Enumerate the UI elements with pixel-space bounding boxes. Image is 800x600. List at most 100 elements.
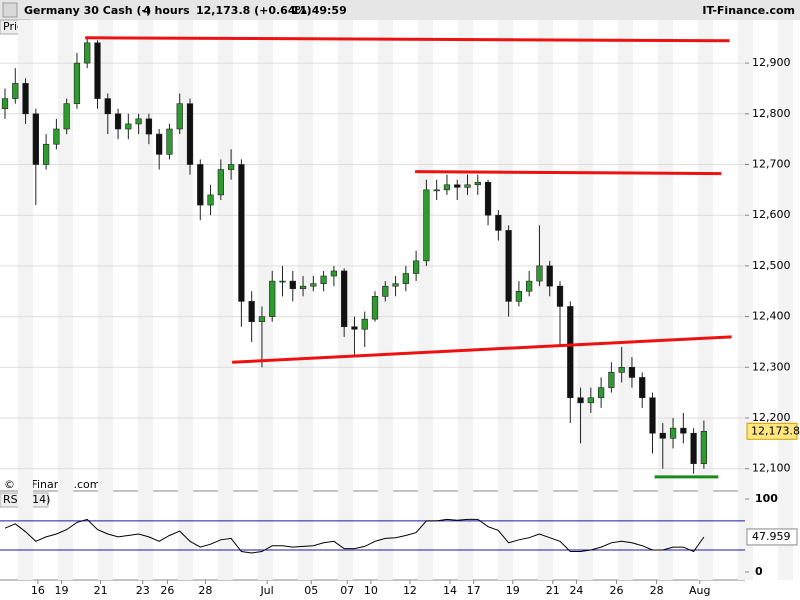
candle-body bbox=[299, 285, 307, 290]
candle-body bbox=[382, 285, 389, 297]
candle-body bbox=[577, 397, 584, 404]
candle-body bbox=[371, 296, 379, 320]
last-price-box bbox=[746, 422, 798, 440]
x-tick-label: 16 bbox=[31, 584, 45, 597]
candle-body bbox=[536, 265, 543, 282]
candle-body bbox=[608, 372, 615, 388]
day-stripe bbox=[738, 20, 753, 580]
y-tick-label: 12,200 bbox=[752, 411, 791, 424]
x-tick-label: Jul bbox=[259, 584, 273, 597]
candle-body bbox=[12, 83, 19, 99]
x-tick-label: 28 bbox=[650, 584, 664, 597]
candle-body bbox=[649, 397, 656, 434]
candle-body bbox=[495, 214, 502, 231]
candle-body bbox=[556, 285, 564, 307]
candle-body bbox=[125, 123, 132, 130]
candle-body bbox=[63, 103, 70, 130]
day-stripe bbox=[458, 20, 473, 580]
candle-body bbox=[310, 283, 317, 287]
candle-body bbox=[628, 367, 636, 378]
trend-line bbox=[232, 335, 732, 364]
x-tick-label: 10 bbox=[364, 584, 378, 597]
day-stripe bbox=[778, 20, 793, 580]
candle-body bbox=[669, 427, 677, 439]
x-tick-label: 28 bbox=[198, 584, 212, 597]
candle-body bbox=[166, 128, 173, 155]
x-tick-label: 21 bbox=[94, 584, 108, 597]
candle-body bbox=[361, 318, 368, 330]
candle-body bbox=[587, 397, 594, 404]
y-tick-label: 100 bbox=[755, 492, 778, 505]
candle-body bbox=[145, 118, 153, 135]
day-stripe bbox=[18, 20, 33, 580]
x-tick-label: 26 bbox=[160, 584, 174, 597]
y-tick-label: 12,400 bbox=[752, 310, 791, 323]
last-rsi-label: 47.959 bbox=[752, 530, 791, 543]
candle-body bbox=[84, 42, 91, 64]
y-tick-label: 12,300 bbox=[752, 360, 791, 373]
candle-body bbox=[433, 189, 440, 192]
candle-body bbox=[53, 128, 60, 145]
trend-line bbox=[85, 36, 730, 43]
day-stripe bbox=[258, 20, 273, 580]
candle-body bbox=[73, 62, 81, 104]
candle-body bbox=[690, 432, 697, 464]
last-price-label: 12,173.8 bbox=[751, 424, 800, 437]
candle-body bbox=[505, 230, 512, 302]
y-tick-label: 12,500 bbox=[752, 259, 791, 272]
x-tick-label: 23 bbox=[136, 584, 150, 597]
quote: 12,173.8 (+0.64%) bbox=[196, 4, 312, 17]
day-stripe bbox=[618, 20, 633, 580]
day-stripe bbox=[658, 20, 673, 580]
x-tick-label: 14 bbox=[443, 584, 457, 597]
candle-body bbox=[567, 306, 574, 399]
candle-body bbox=[546, 265, 553, 287]
x-tick-label: 21 bbox=[546, 584, 560, 597]
candle-body bbox=[423, 189, 430, 262]
y-tick-label: 12,900 bbox=[752, 56, 791, 69]
candle-body bbox=[474, 181, 481, 186]
candle-body bbox=[207, 194, 214, 206]
header-bar bbox=[0, 0, 800, 20]
day-stripe bbox=[698, 20, 713, 580]
candle-body bbox=[248, 301, 255, 322]
candle-body bbox=[680, 427, 687, 434]
candle-body bbox=[464, 184, 471, 188]
day-stripe bbox=[218, 20, 233, 580]
period: 4 hours bbox=[143, 4, 190, 17]
candle-body bbox=[32, 113, 39, 165]
day-stripe bbox=[538, 20, 553, 580]
candle-body bbox=[289, 280, 296, 290]
x-tick-label: 24 bbox=[569, 584, 583, 597]
candle-body bbox=[1, 98, 9, 110]
day-stripe bbox=[138, 20, 153, 580]
menu-icon[interactable] bbox=[2, 2, 18, 18]
candle-body bbox=[94, 42, 101, 99]
candle-body bbox=[135, 118, 142, 125]
day-stripe bbox=[58, 20, 73, 580]
candle-body bbox=[227, 164, 235, 170]
rsi-line bbox=[4, 518, 705, 554]
candle-body bbox=[443, 184, 451, 191]
candle-body bbox=[526, 280, 533, 292]
candle-body bbox=[104, 98, 111, 115]
candle-body bbox=[515, 290, 523, 302]
x-tick-label: 19 bbox=[506, 584, 520, 597]
last-rsi-box bbox=[746, 528, 798, 546]
day-stripe bbox=[98, 20, 113, 580]
candle-body bbox=[618, 367, 625, 373]
candle-body bbox=[176, 103, 183, 130]
x-tick-label: 05 bbox=[304, 584, 318, 597]
candle-body bbox=[22, 83, 29, 115]
x-tick-label: 26 bbox=[610, 584, 624, 597]
y-tick-label: 12,700 bbox=[752, 157, 791, 170]
candle-body bbox=[186, 103, 194, 165]
day-stripe bbox=[298, 20, 313, 580]
candle-body bbox=[402, 273, 409, 284]
brand: IT-Finance.com bbox=[702, 4, 795, 17]
y-tick-label: 12,600 bbox=[752, 208, 791, 221]
x-tick-label: 12 bbox=[403, 584, 417, 597]
candle-body bbox=[597, 387, 605, 399]
